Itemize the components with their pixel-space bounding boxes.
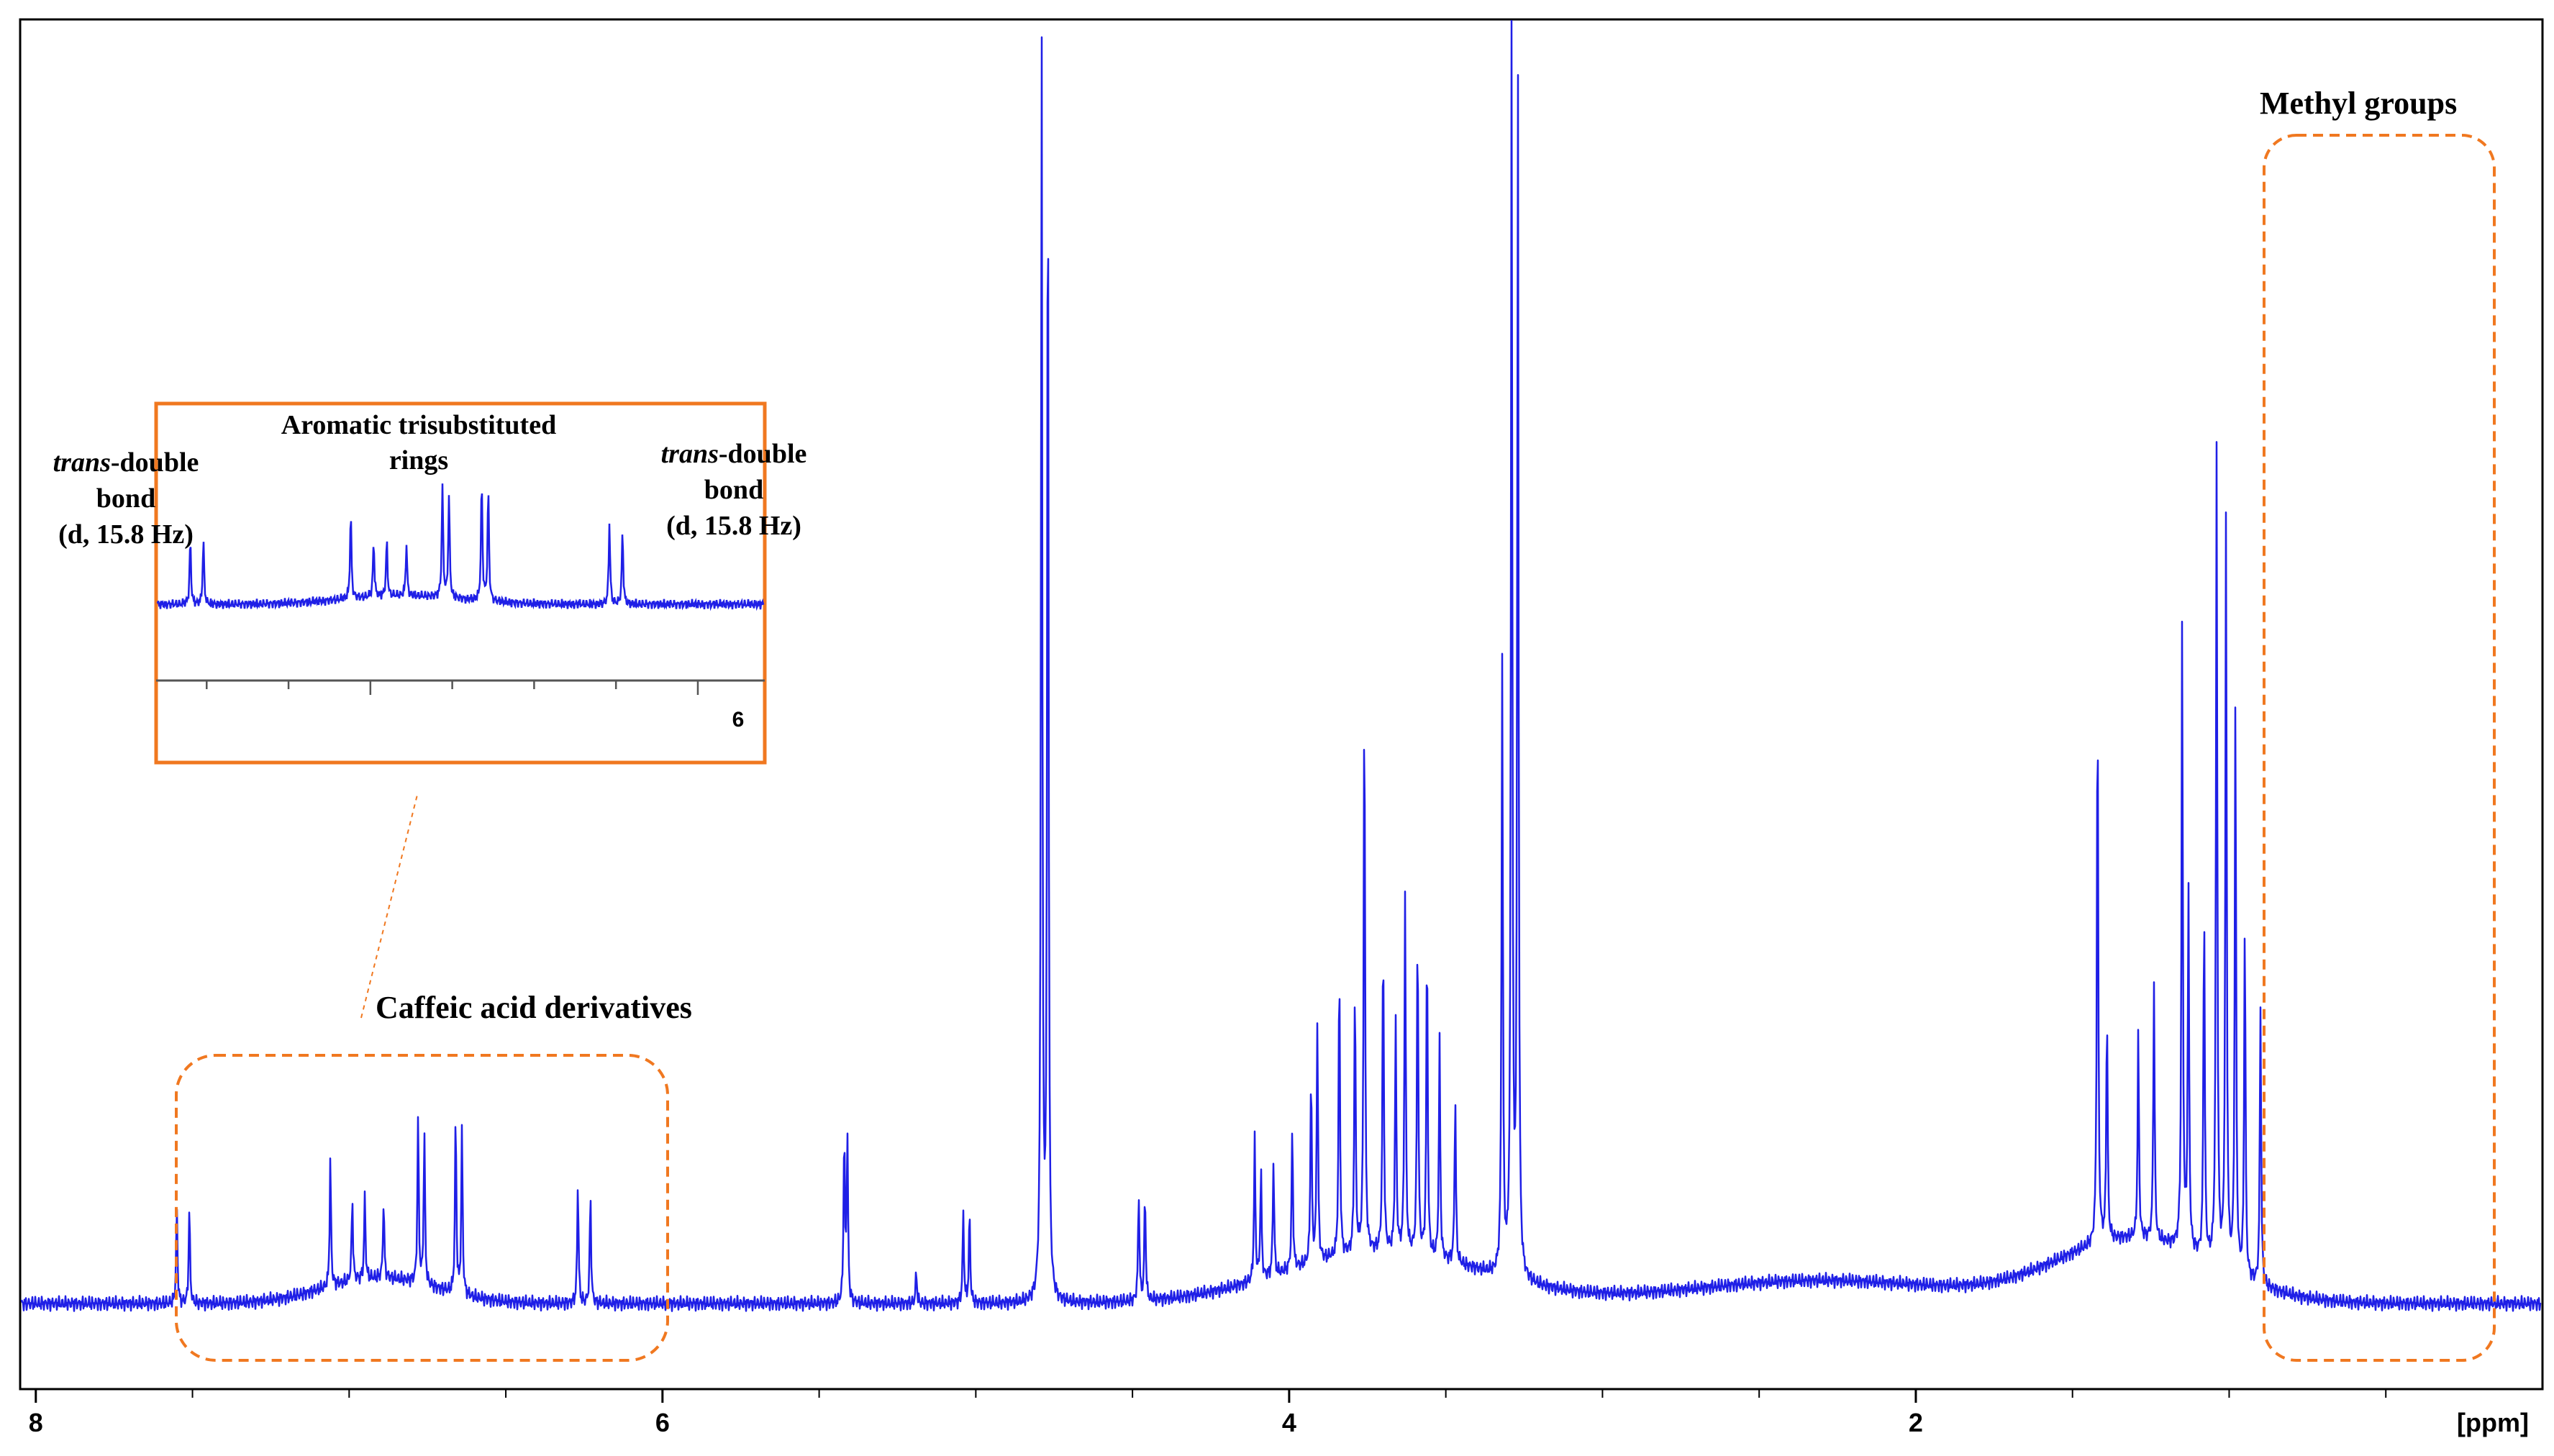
aromatic-label-line2: rings (389, 445, 448, 476)
caffeic-region-box (175, 1054, 669, 1362)
x-tick-label: 2 (1909, 1408, 1923, 1437)
trans-right-label-line3: (d, 15.8 Hz) (666, 511, 801, 541)
inset-frame (154, 401, 767, 765)
spectrum-line (20, 19, 2542, 1312)
trans-right-label-line2: bond (704, 475, 763, 505)
x-tick-label: 4 (1282, 1408, 1296, 1437)
inset-panel: 6 (154, 401, 767, 765)
inset-tick-label-6: 6 (732, 708, 745, 732)
x-axis-major-ticks (35, 1389, 1917, 1403)
aromatic-label-line1: Aromatic trisubstituted (281, 410, 556, 440)
trans-left-label-line3: (d, 15.8 Hz) (58, 519, 194, 550)
methyl-region-box (2263, 134, 2496, 1362)
inset-x-axis-ticks (206, 681, 699, 695)
inset-spectrum-line (156, 483, 765, 611)
x-axis-tick-labels: 8 6 4 2 (29, 1408, 1923, 1437)
plot-frame (19, 18, 2544, 1391)
trans-right-label-line1: trans-double (661, 439, 807, 469)
x-tick-label: 8 (29, 1408, 43, 1437)
trans-left-label-line1: trans-double (53, 447, 199, 478)
x-axis-unit-label: [ppm] (2457, 1408, 2529, 1437)
caffeic-region-label: Caffeic acid derivatives (376, 990, 692, 1025)
trans-left-label-line2: bond (96, 483, 155, 514)
x-axis-minor-ticks (191, 1389, 2387, 1398)
inset-connector-line (360, 794, 418, 1019)
methyl-region-label: Methyl groups (2260, 86, 2457, 121)
x-tick-label: 6 (655, 1408, 670, 1437)
